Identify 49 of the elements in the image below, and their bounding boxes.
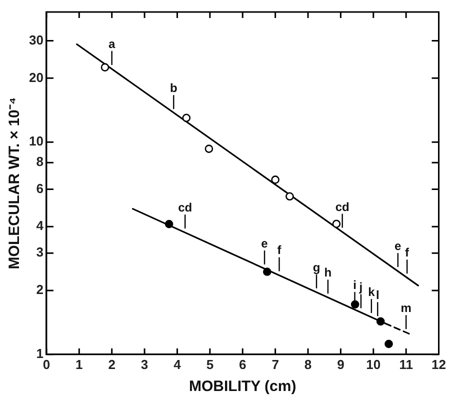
x-tick-label: 7 [272,356,279,372]
annotation: e [394,239,402,254]
y-tick-label: 2 [36,282,44,298]
point [262,268,272,276]
y-tick-label: 6 [36,180,44,196]
x-tick-label: 0 [42,356,50,372]
annotation: cd [335,200,350,214]
annotation: e [261,236,268,250]
annotation: k [368,285,376,300]
point [271,176,280,184]
point [384,340,393,348]
annotation: i [353,278,356,292]
y-tick-label: 4 [36,218,44,234]
y-tick-label: 3 [36,244,44,260]
x-tick-label: 5 [206,356,214,372]
x-tick-label: 12 [432,356,446,372]
y-tick-label: 30 [28,32,44,48]
annotation: j [358,280,363,294]
point [204,144,214,153]
x-axis-title: MOBILITY (cm) [189,378,296,396]
x-tick-label: 8 [304,356,312,372]
annotation: f [277,243,282,258]
point [332,220,341,228]
point [100,63,110,72]
point [182,114,191,122]
point [164,220,174,228]
point [376,317,385,326]
y-tick-label: 1 [36,346,44,361]
annotation: h [324,266,332,280]
y-axis-title: MOLECULAR WT. × 10⁻⁴ [6,97,24,270]
y-tick-label: 10 [28,134,44,149]
x-tick-label: 11 [399,356,413,372]
x-tick-label: 2 [108,356,116,372]
annotation: l [376,288,380,302]
annotation: b [170,81,178,96]
y-tick-label: 20 [28,70,44,85]
annotation: m [400,301,412,316]
x-tick-label: 10 [366,356,381,372]
x-tick-label: 6 [239,356,246,372]
annotation: g [312,260,320,274]
annotation: a [108,36,116,51]
annotation: cd [178,200,192,215]
x-tick-label: 3 [140,356,148,372]
point [286,192,294,201]
x-tick-label: 1 [76,356,83,372]
y-tick-label: 8 [36,154,44,170]
annotation: f [405,246,410,260]
x-tick-label: 4 [174,356,182,372]
x-tick-label: 9 [337,356,344,372]
